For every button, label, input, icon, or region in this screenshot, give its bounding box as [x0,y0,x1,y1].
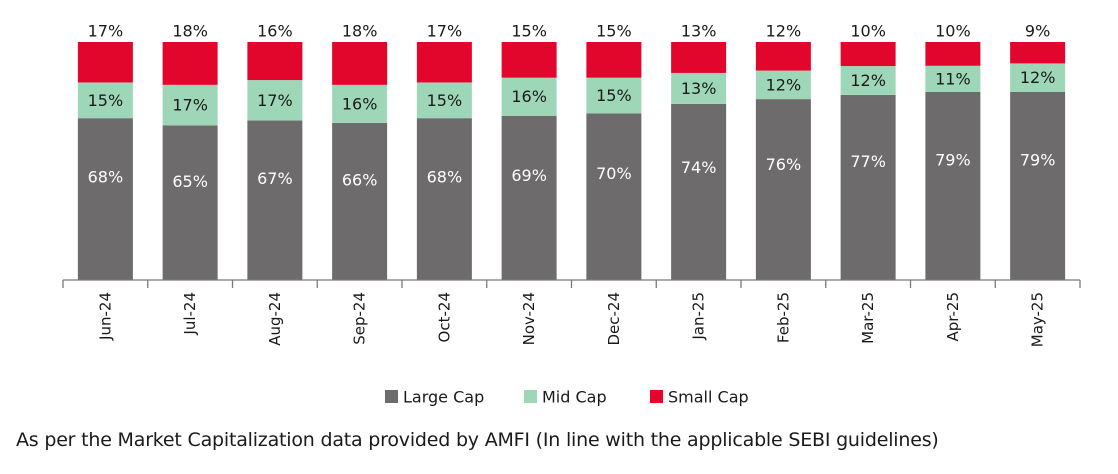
bar-small-cap-jan-25 [671,42,727,73]
data-label-large-cap: 79% [935,150,971,169]
data-label-mid-cap: 17% [172,96,208,115]
legend-swatch-small-cap [650,390,663,403]
data-label-large-cap: 66% [342,170,378,189]
bar-mid-cap-jul-24 [162,84,218,126]
bar-large-cap-may-25 [1010,91,1066,280]
data-label-large-cap: 70% [596,164,632,183]
data-label-mid-cap: 16% [511,87,547,106]
bar-large-cap-oct-24 [416,118,472,280]
bar-large-cap-mar-25 [840,94,896,280]
x-tick-label: Apr-25 [944,292,962,342]
data-label-small-cap: 17% [88,22,124,41]
x-tick-label: Nov-24 [520,292,538,345]
bar-small-cap-nov-24 [501,42,557,78]
bar-mid-cap-may-25 [1010,63,1066,92]
bar-large-cap-jul-24 [162,125,218,280]
bar-mid-cap-oct-24 [416,82,472,119]
data-label-mid-cap: 12% [1020,68,1056,87]
bar-small-cap-jun-24 [77,42,133,83]
bar-mid-cap-aug-24 [247,80,303,121]
bar-large-cap-apr-25 [925,91,981,280]
data-label-mid-cap: 15% [427,91,463,110]
x-tick-label: Mar-25 [859,292,877,344]
bar-mid-cap-nov-24 [501,77,557,116]
legend-label-small-cap: Small Cap [668,388,749,407]
data-label-large-cap: 77% [850,152,886,171]
data-label-small-cap: 9% [1025,22,1050,41]
data-label-mid-cap: 12% [850,71,886,90]
data-label-small-cap: 12% [766,22,802,41]
legend-swatch-mid-cap [524,390,537,403]
data-label-small-cap: 18% [342,22,378,41]
x-tick-label: Jul-24 [181,292,199,336]
bar-mid-cap-apr-25 [925,65,981,92]
data-label-mid-cap: 15% [596,86,632,105]
bar-large-cap-feb-25 [755,99,811,281]
data-label-small-cap: 15% [511,22,547,41]
bar-small-cap-sep-24 [332,42,388,85]
data-label-small-cap: 17% [427,22,463,41]
bar-small-cap-may-25 [1010,42,1066,64]
bar-small-cap-feb-25 [755,42,811,71]
bar-mid-cap-mar-25 [840,66,896,95]
x-axis-ticks [62,280,1081,288]
bar-small-cap-dec-24 [586,42,642,78]
data-label-small-cap: 10% [935,22,971,41]
bar-large-cap-jan-25 [671,103,727,280]
data-label-large-cap: 76% [766,155,802,174]
data-label-large-cap: 69% [511,166,547,185]
data-label-large-cap: 65% [172,172,208,191]
bar-mid-cap-jun-24 [77,82,133,119]
x-tick-label: Oct-24 [435,292,453,342]
data-label-large-cap: 67% [257,169,293,188]
data-label-mid-cap: 16% [342,94,378,113]
x-tick-label: Jan-25 [690,292,708,341]
data-label-mid-cap: 12% [766,75,802,94]
bar-mid-cap-dec-24 [586,77,642,114]
data-label-small-cap: 15% [596,22,632,41]
data-label-large-cap: 68% [427,167,463,186]
bar-large-cap-nov-24 [501,115,557,280]
legend-swatch-large-cap [385,390,398,403]
data-label-small-cap: 18% [172,22,208,41]
bar-small-cap-mar-25 [840,42,896,67]
data-label-large-cap: 79% [1020,150,1056,169]
bar-mid-cap-sep-24 [332,84,388,123]
data-label-small-cap: 13% [681,22,717,41]
legend-label-large-cap: Large Cap [403,388,484,407]
x-tick-label: Feb-25 [774,292,792,343]
data-label-small-cap: 16% [257,22,293,41]
data-label-mid-cap: 11% [935,69,971,88]
x-tick-label: May-25 [1029,292,1047,347]
x-tick-label: Aug-24 [266,292,284,346]
data-label-mid-cap: 15% [88,91,124,110]
bar-mid-cap-feb-25 [755,70,811,100]
bar-mid-cap-jan-25 [671,72,727,104]
data-label-small-cap: 10% [850,22,886,41]
data-labels: 68% 15% 17% 65% 17% 18% 67% 17% 16% 66% 16% 18% 68% 1… [88,22,1056,191]
bar-large-cap-dec-24 [586,113,642,281]
bar-large-cap-sep-24 [332,122,388,280]
bars-layer [77,42,1066,281]
legend-label-mid-cap: Mid Cap [542,388,607,407]
bar-small-cap-aug-24 [247,42,303,81]
x-tick-label: Dec-24 [605,292,623,346]
bar-small-cap-jul-24 [162,42,218,85]
data-label-mid-cap: 13% [681,79,717,98]
x-tick-label: Sep-24 [351,292,369,345]
x-axis-tick-labels: Jun-24 Jul-24 Aug-24 Sep-24 Oct-24 Nov-24 Dec-… [96,292,1046,347]
data-label-mid-cap: 17% [257,91,293,110]
bar-small-cap-oct-24 [416,42,472,83]
legend: Large Cap Mid Cap Small Cap [385,388,749,407]
bar-large-cap-aug-24 [247,120,303,280]
x-tick-label: Jun-24 [96,292,114,341]
bar-small-cap-apr-25 [925,42,981,66]
footnote: As per the Market Capitalization data pr… [16,429,939,451]
bar-large-cap-jun-24 [77,118,133,280]
data-label-large-cap: 74% [681,158,717,177]
data-label-large-cap: 68% [88,167,124,186]
